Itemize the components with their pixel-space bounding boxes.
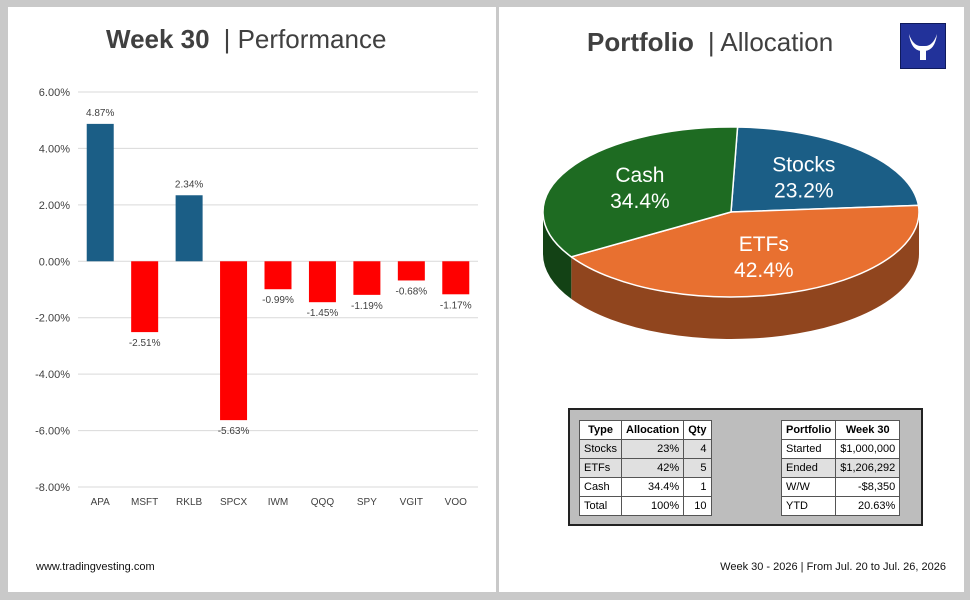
- table-cell: Cash: [578, 477, 623, 497]
- pie-value-cash: 34.4%: [610, 190, 670, 213]
- table-row: Total 100% 10: [578, 496, 712, 516]
- bar-value-label: -2.51%: [129, 338, 161, 349]
- table-row: ETFs 42% 5: [578, 458, 712, 478]
- y-tick-label: -6.00%: [35, 426, 70, 438]
- y-tick-label: -2.00%: [35, 313, 70, 325]
- allocation-title: Portfolio | Allocation: [587, 27, 834, 57]
- pie-label-etfs: ETFs: [739, 233, 789, 256]
- pie-side-etfs: [571, 212, 919, 339]
- table-cell: 42%: [621, 458, 685, 478]
- table-cell: Ended: [780, 458, 837, 478]
- allocation-pie-chart: Stocks 23.2% ETFs 42.4% Cash 34.4%: [542, 126, 920, 339]
- y-tick-label: -8.00%: [35, 482, 70, 494]
- bar-rklb: [175, 195, 203, 262]
- pie-slice-cash: [542, 126, 739, 258]
- pie-label-cash: Cash: [615, 164, 664, 187]
- performance-subtitle: Performance: [237, 24, 387, 54]
- table-header-cell: Type: [578, 420, 623, 440]
- bar-spy: [353, 261, 381, 295]
- bar-value-label: -1.19%: [351, 301, 383, 312]
- pie-side-cash: [543, 212, 572, 299]
- bar-voo: [442, 261, 470, 295]
- table-cell: $1,206,292: [835, 458, 901, 478]
- table-header-cell: Week 30: [835, 420, 901, 440]
- pie-value-etfs: 42.4%: [734, 259, 794, 282]
- bar-msft: [131, 261, 159, 333]
- x-tick-label: RKLB: [176, 497, 202, 508]
- table-cell: 100%: [621, 496, 685, 516]
- bar-vgit: [397, 261, 425, 281]
- x-tick-label: SPY: [357, 497, 377, 508]
- performance-panel: Week 30 | Performance 6.00% 4.00% 2.00% 0.00…: [8, 7, 496, 592]
- y-tick-label: 4.00%: [39, 143, 70, 155]
- performance-title: Week 30 | Performance: [106, 24, 387, 54]
- x-tick-label: QQQ: [311, 497, 335, 508]
- date-range: Week 30 - 2026 | From Jul. 20 to Jul. 26…: [720, 561, 946, 573]
- table-cell: 1: [683, 477, 712, 497]
- bar-value-label: 2.34%: [175, 179, 203, 190]
- table-cell: 4: [683, 439, 712, 459]
- x-tick-label: MSFT: [131, 497, 158, 508]
- bar-apa: [86, 123, 114, 262]
- portfolio-table-header: Portfolio Week 30: [780, 420, 901, 440]
- table-cell: $1,000,000: [835, 439, 901, 459]
- performance-bar-chart: 6.00% 4.00% 2.00% 0.00% -2.00% -4.00% -6.00% -8…: [35, 87, 478, 508]
- x-tick-label: IWM: [268, 497, 289, 508]
- y-tick-label: 2.00%: [39, 200, 70, 212]
- x-tick-label: VOO: [445, 497, 467, 508]
- bar-qqq: [308, 261, 336, 303]
- table-cell: ETFs: [578, 458, 623, 478]
- table-row: YTD 20.63%: [780, 496, 901, 516]
- allocation-table: Type Allocation Qty Stocks 23% 4 ETFs 42% 5 Cash…: [578, 420, 712, 516]
- pie-slice-etfs: [569, 204, 920, 298]
- y-tick-label: -4.00%: [35, 369, 70, 381]
- x-tick-label: VGIT: [400, 497, 423, 508]
- bar-iwm: [264, 261, 292, 290]
- pie-slice-stocks: [730, 126, 920, 213]
- table-cell: 20.63%: [835, 496, 901, 516]
- table-cell: 10: [683, 496, 712, 516]
- bar-value-label: -0.68%: [395, 286, 427, 297]
- table-header-cell: Qty: [683, 420, 712, 440]
- y-tick-label: 0.00%: [39, 256, 70, 268]
- table-row: Stocks 23% 4: [578, 439, 712, 459]
- bar-value-label: -1.45%: [307, 308, 339, 319]
- bull-horns-icon: [900, 23, 946, 69]
- table-cell: YTD: [780, 496, 837, 516]
- portfolio-table: Portfolio Week 30 Started $1,000,000 Ended $…: [780, 420, 901, 516]
- x-tick-label: APA: [91, 497, 111, 508]
- table-cell: 34.4%: [621, 477, 685, 497]
- bar-value-label: -1.17%: [440, 300, 472, 311]
- allocation-table-header: Type Allocation Qty: [578, 420, 712, 440]
- table-row: Cash 34.4% 1: [578, 477, 712, 497]
- table-cell: 5: [683, 458, 712, 478]
- summary-tables: Type Allocation Qty Stocks 23% 4 ETFs 42% 5 Cash…: [568, 408, 923, 526]
- pie-label-stocks: Stocks: [772, 154, 835, 177]
- table-header-cell: Portfolio: [780, 420, 837, 440]
- table-cell: -$8,350: [835, 477, 901, 497]
- table-cell: 23%: [621, 439, 685, 459]
- allocation-panel: Portfolio | Allocation Stocks 23.2% ETFs 42.…: [499, 7, 964, 592]
- x-tick-label: SPCX: [220, 497, 248, 508]
- table-cell: Started: [780, 439, 837, 459]
- table-cell: Stocks: [578, 439, 623, 459]
- table-row: W/W -$8,350: [780, 477, 901, 497]
- table-cell: Total: [578, 496, 623, 516]
- pie-value-stocks: 23.2%: [774, 180, 834, 203]
- bar-value-label: -5.63%: [218, 426, 250, 437]
- table-header-cell: Allocation: [621, 420, 685, 440]
- table-cell: W/W: [780, 477, 837, 497]
- bar-spcx: [220, 261, 248, 421]
- y-tick-label: 6.00%: [39, 87, 70, 99]
- bar-value-label: -0.99%: [262, 295, 294, 306]
- table-row: Ended $1,206,292: [780, 458, 901, 478]
- site-url[interactable]: www.tradingvesting.com: [36, 561, 155, 573]
- allocation-subtitle: Allocation: [720, 27, 834, 57]
- bar-value-label: 4.87%: [86, 108, 114, 119]
- table-row: Started $1,000,000: [780, 439, 901, 459]
